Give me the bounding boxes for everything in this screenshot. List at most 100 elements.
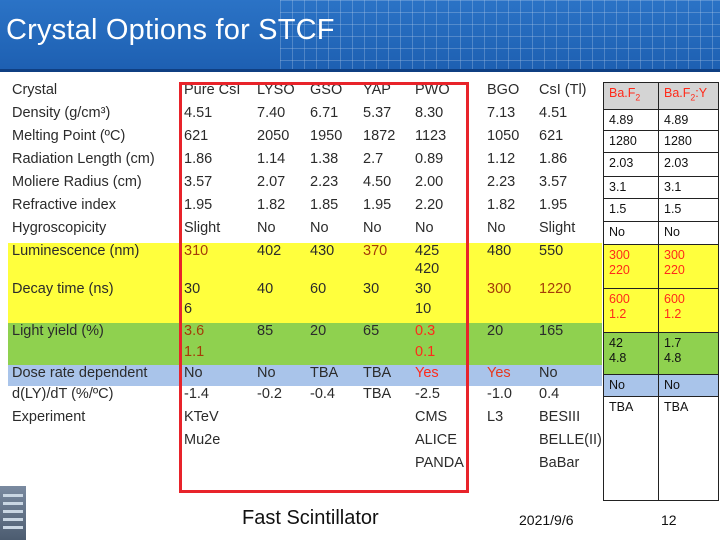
baf2-row-hygroscopicity: No No [603, 221, 719, 245]
baf2-cell: TBA [658, 396, 719, 501]
row-label: Melting Point (ºC) [8, 128, 180, 151]
table-cell: TBA [359, 386, 411, 409]
baf2-cell: 1280 [603, 130, 659, 153]
table-cell: -0.4 [306, 386, 359, 409]
table-cell: 10 [411, 301, 483, 323]
table-cell: 2.07 [253, 174, 306, 197]
table-cell [535, 261, 602, 281]
table-cell [359, 261, 411, 281]
baf2-cell: 1.5 [603, 198, 659, 222]
table-cell: 60 [306, 281, 359, 301]
table-cell: No [359, 220, 411, 243]
table-cell: 3.6 [180, 323, 253, 344]
table-cell: 30 [180, 281, 253, 301]
crystal-table-container: Crystal Pure CsI LYSO GSO YAP PWO BGO Cs… [8, 82, 720, 496]
row-label: Density (g/cm³) [8, 105, 180, 128]
header-cell: YAP [359, 82, 411, 105]
header-grid-pattern [280, 0, 720, 72]
table-row-density: Density (g/cm³) 4.51 7.40 6.71 5.37 8.30… [8, 105, 602, 128]
table-cell: No [253, 365, 306, 386]
table-cell: 0.3 [411, 323, 483, 344]
table-cell: 0.89 [411, 151, 483, 174]
table-cell [483, 455, 535, 478]
table-cell: PANDA [411, 455, 483, 478]
table-header-row: Crystal Pure CsI LYSO GSO YAP PWO BGO Cs… [8, 82, 602, 105]
table-cell: 1.38 [306, 151, 359, 174]
header-cell: CsI (Tl) [535, 82, 602, 105]
table-cell: 1.82 [483, 197, 535, 220]
table-cell [535, 344, 602, 365]
row-label: Moliere Radius (cm) [8, 174, 180, 197]
baf2-cell: No [603, 221, 659, 245]
table-cell: 1050 [483, 128, 535, 151]
table-cell: 165 [535, 323, 602, 344]
row-label: Radiation Length (cm) [8, 151, 180, 174]
baf2y-header-cell: Ba.F2:Y [658, 82, 719, 110]
row-label [8, 344, 180, 365]
table-cell: 425 [411, 243, 483, 261]
baf2-cell: 3.1 [603, 176, 659, 199]
baf2-cell: 1280 [658, 130, 719, 153]
table-cell: 5.37 [359, 105, 411, 128]
table-cell [253, 409, 306, 432]
table-row-hygroscopicity: Hygroscopicity Slight No No No No No Sli… [8, 220, 602, 243]
table-cell: -1.4 [180, 386, 253, 409]
table-row-dly-dt: d(LY)/dT (%/ºC) -1.4 -0.2 -0.4 TBA -2.5 … [8, 386, 602, 409]
table-cell: 3.57 [535, 174, 602, 197]
baf2-row-light-yield: 42 4.8 1.7 4.8 [603, 332, 719, 375]
baf2-cell: 600 1.2 [658, 288, 719, 333]
table-cell [253, 301, 306, 323]
table-cell: Slight [180, 220, 253, 243]
baf2-cell: 300 220 [603, 244, 659, 289]
table-cell: 3.57 [180, 174, 253, 197]
row-label: Light yield (%) [8, 323, 180, 344]
table-cell: 8.30 [411, 105, 483, 128]
table-cell: 85 [253, 323, 306, 344]
table-cell: 1.86 [535, 151, 602, 174]
table-cell: 20 [306, 323, 359, 344]
table-cell: 4.51 [535, 105, 602, 128]
table-cell: Mu2e [180, 432, 253, 455]
table-cell: No [411, 220, 483, 243]
table-cell [483, 344, 535, 365]
baf2-cell: 3.1 [658, 176, 719, 199]
table-cell: 430 [306, 243, 359, 261]
table-row-dose-rate: Dose rate dependent No No TBA TBA Yes Ye… [8, 365, 602, 386]
table-cell: BELLE(II) [535, 432, 602, 455]
baf2-header-cell: Ba.F2 [603, 82, 659, 110]
table-cell [253, 455, 306, 478]
table-cell: No [180, 365, 253, 386]
table-cell: 480 [483, 243, 535, 261]
table-cell [306, 301, 359, 323]
baf2-cell: No [658, 221, 719, 245]
table-row-luminescence: Luminescence (nm) 310 402 430 370 425 48… [8, 243, 602, 261]
table-cell [483, 301, 535, 323]
table-cell [253, 344, 306, 365]
table-cell: 1.95 [535, 197, 602, 220]
table-cell: 1.95 [180, 197, 253, 220]
baf2-table: Ba.F2 Ba.F2:Y 4.89 4.89 1280 1280 2.03 2… [603, 82, 719, 501]
table-row-light-yield-2: 1.1 0.1 [8, 344, 602, 365]
baf2-cell: No [603, 374, 659, 397]
table-cell [306, 261, 359, 281]
table-cell: BESIII [535, 409, 602, 432]
baf2-cell: 600 1.2 [603, 288, 659, 333]
table-cell: No [483, 220, 535, 243]
table-cell: 1.1 [180, 344, 253, 365]
table-cell: 300 [483, 281, 535, 301]
table-cell: 1.86 [180, 151, 253, 174]
table-cell: L3 [483, 409, 535, 432]
table-cell: 1950 [306, 128, 359, 151]
header-cell: Crystal [8, 82, 180, 105]
table-cell: 1.12 [483, 151, 535, 174]
header-cell: BGO [483, 82, 535, 105]
footer-date: 2021/9/6 [519, 512, 574, 528]
table-cell: -2.5 [411, 386, 483, 409]
table-cell [483, 261, 535, 281]
table-cell: 310 [180, 243, 253, 261]
table-cell [359, 432, 411, 455]
table-cell: 0.1 [411, 344, 483, 365]
header-cell: LYSO [253, 82, 306, 105]
table-cell: 40 [253, 281, 306, 301]
table-cell: 1872 [359, 128, 411, 151]
